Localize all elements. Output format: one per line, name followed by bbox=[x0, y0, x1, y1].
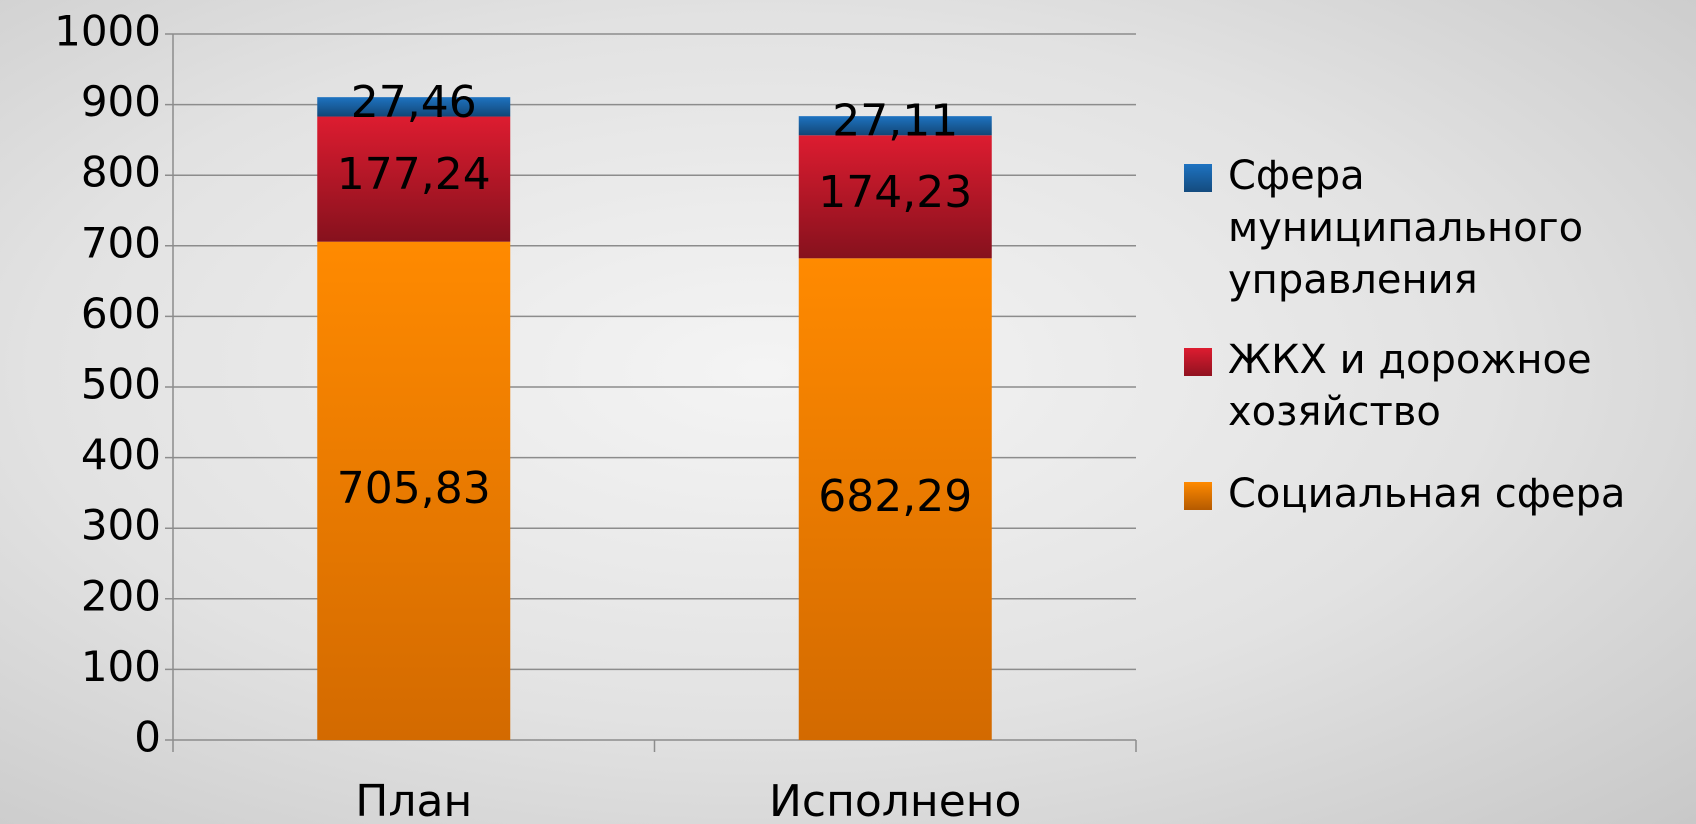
bar-segment bbox=[798, 258, 992, 740]
x-tick-label: Исполнено bbox=[769, 776, 1021, 824]
bar-segment bbox=[798, 135, 992, 259]
data-label: 27,11 bbox=[832, 96, 958, 147]
legend-swatch bbox=[1184, 348, 1212, 376]
bar-segment bbox=[798, 116, 992, 136]
y-tick-label: 300 bbox=[81, 501, 161, 550]
data-label: 682,29 bbox=[818, 471, 972, 522]
y-tick-label: 1000 bbox=[54, 7, 161, 56]
data-label: 177,24 bbox=[337, 149, 491, 200]
legend-swatch bbox=[1184, 164, 1212, 192]
data-label: 27,46 bbox=[351, 77, 477, 128]
y-tick-label: 600 bbox=[81, 289, 161, 338]
y-tick-label: 200 bbox=[81, 571, 161, 620]
legend-item: ЖКХ и дорожное хозяйство bbox=[1184, 334, 1694, 438]
data-label: 174,23 bbox=[818, 167, 972, 218]
legend: Сфера муниципального управления ЖКХ и дор… bbox=[1184, 150, 1694, 548]
legend-label: ЖКХ и дорожное хозяйство bbox=[1228, 337, 1592, 435]
legend-label: Сфера муниципального управления bbox=[1228, 153, 1584, 303]
bar-segment bbox=[317, 116, 511, 242]
y-tick-label: 700 bbox=[81, 218, 161, 267]
y-tick-label: 800 bbox=[81, 148, 161, 197]
y-tick-label: 100 bbox=[81, 642, 161, 691]
legend-item: Сфера муниципального управления bbox=[1184, 150, 1694, 306]
bar-segment bbox=[317, 97, 511, 117]
data-label: 705,83 bbox=[337, 463, 491, 514]
legend-swatch bbox=[1184, 482, 1212, 510]
bar-segment bbox=[317, 241, 511, 740]
legend-label: Социальная сфера bbox=[1228, 471, 1626, 517]
y-tick-label: 0 bbox=[134, 713, 161, 762]
legend-item: Социальная сфера bbox=[1184, 468, 1694, 520]
y-tick-label: 400 bbox=[81, 430, 161, 479]
y-tick-label: 500 bbox=[81, 360, 161, 409]
x-tick-label: План bbox=[355, 776, 472, 824]
y-tick-label: 900 bbox=[81, 77, 161, 126]
